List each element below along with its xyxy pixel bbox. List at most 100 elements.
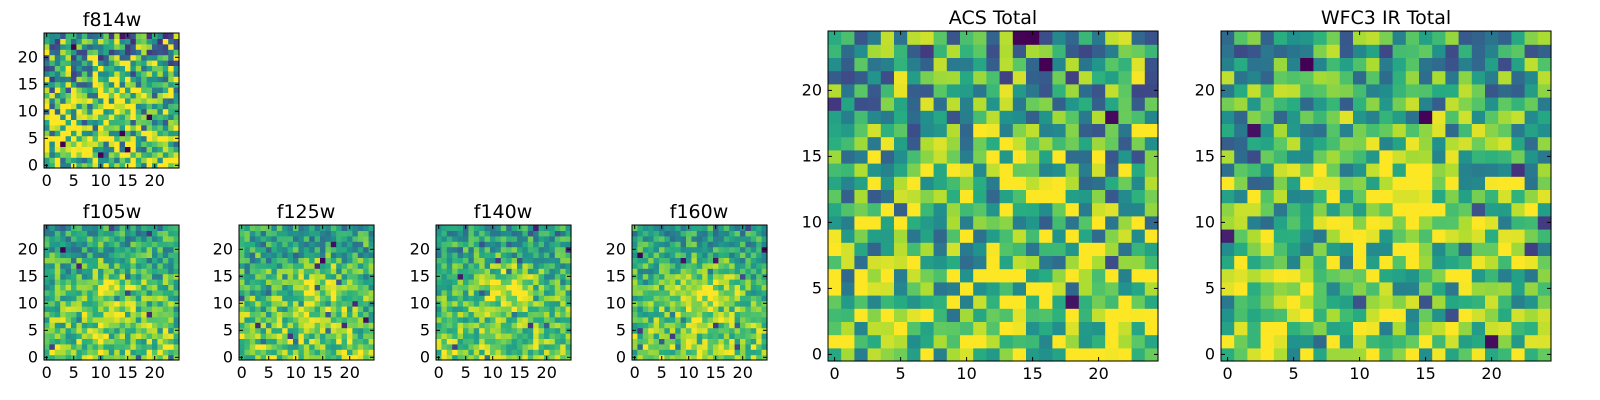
heatmap-cell — [1326, 215, 1341, 230]
heatmap-cell — [49, 246, 56, 253]
heatmap-cell — [854, 281, 869, 296]
heatmap-cell — [54, 338, 61, 345]
heatmap-cell — [320, 327, 326, 334]
heatmap-cell — [484, 279, 491, 285]
heatmap-cell — [1353, 97, 1367, 111]
heatmap-cell — [560, 241, 567, 248]
heatmap-cell — [98, 333, 104, 339]
heatmap-cell — [60, 70, 67, 77]
heatmap-cell — [707, 241, 714, 248]
heatmap-cell — [1118, 268, 1133, 283]
heatmap-cell — [152, 235, 158, 242]
heatmap-cell — [973, 334, 987, 349]
heatmap-cell — [173, 225, 180, 231]
heatmap-cell — [702, 300, 709, 307]
heatmap-cell — [729, 349, 736, 356]
heatmap-cell — [446, 246, 453, 253]
heatmap-cell — [446, 343, 453, 350]
heatmap-cell — [65, 87, 72, 93]
heatmap-cell — [1379, 229, 1394, 243]
heatmap-cell — [325, 354, 332, 361]
heatmap-cell — [920, 110, 935, 124]
heatmap-cell — [135, 108, 142, 115]
heatmap-cell — [54, 241, 61, 248]
heatmap-cell — [740, 235, 746, 242]
heatmap-cell — [1353, 308, 1367, 322]
heatmap-cell — [729, 338, 736, 345]
heatmap-cell — [880, 149, 895, 164]
heatmap-cell — [1026, 189, 1040, 204]
heatmap-cell — [506, 316, 513, 323]
heatmap-cell — [368, 252, 375, 258]
y-tick-label: 5 — [420, 320, 430, 339]
heatmap-cell — [1287, 242, 1301, 256]
heatmap-cell — [98, 300, 104, 307]
heatmap-cell — [54, 124, 61, 131]
heatmap-cell — [1366, 321, 1380, 336]
heatmap-cell — [173, 97, 180, 104]
heatmap-cell — [756, 279, 763, 285]
heatmap-cell — [960, 295, 974, 309]
heatmap-cell — [314, 268, 321, 275]
panel-title: f125w — [277, 201, 336, 223]
heatmap-cell — [146, 33, 153, 39]
heatmap-cell — [108, 295, 115, 302]
heatmap-cell — [98, 235, 104, 242]
heatmap-cell — [119, 54, 126, 61]
heatmap-cell — [761, 284, 768, 291]
heatmap-cell — [841, 31, 855, 45]
heatmap-cell — [1419, 281, 1433, 296]
heatmap-cell — [686, 343, 692, 350]
heatmap-cell — [1353, 215, 1367, 230]
heatmap-cell — [1458, 189, 1473, 204]
heatmap-cell — [162, 246, 169, 253]
heatmap-cell — [960, 44, 974, 58]
heatmap-cell — [446, 306, 453, 312]
heatmap-cell — [729, 225, 736, 231]
heatmap-cell — [168, 33, 175, 39]
heatmap-cell — [1287, 281, 1301, 296]
heatmap-cell — [1260, 136, 1275, 151]
heatmap-cell — [282, 327, 289, 334]
heatmap-cell — [761, 295, 768, 302]
heatmap-cell — [1131, 255, 1146, 270]
heatmap-cell — [1078, 110, 1093, 124]
heatmap-cell — [119, 81, 126, 88]
heatmap-cell — [44, 252, 50, 258]
heatmap-cell — [1339, 308, 1354, 322]
heatmap-cell — [309, 295, 316, 302]
heatmap-cell — [260, 338, 267, 345]
heatmap-cell — [266, 246, 272, 253]
heatmap-cell — [1366, 255, 1380, 270]
heatmap-cell — [130, 295, 137, 302]
heatmap-cell — [146, 38, 153, 45]
heatmap-cell — [141, 311, 148, 318]
heatmap-cell — [745, 311, 752, 318]
heatmap-cell — [894, 229, 908, 243]
heatmap-cell — [65, 92, 72, 99]
heatmap-cell — [168, 124, 175, 131]
heatmap-cell — [135, 295, 142, 302]
heatmap-cell — [103, 306, 110, 312]
heatmap-cell — [54, 225, 61, 231]
heatmap-cell — [756, 349, 763, 356]
heatmap-cell — [157, 295, 164, 302]
heatmap-cell — [125, 289, 131, 296]
heatmap-cell — [648, 241, 655, 248]
heatmap-cell — [642, 289, 649, 296]
heatmap-cell — [1118, 202, 1133, 217]
heatmap-cell — [659, 322, 665, 329]
heatmap-cell — [468, 343, 475, 350]
heatmap-cell — [1105, 83, 1119, 98]
heatmap-cell — [60, 235, 67, 242]
heatmap-cell — [1524, 83, 1539, 98]
heatmap-cell — [54, 354, 61, 361]
heatmap-cell — [828, 295, 842, 309]
heatmap-cell — [325, 343, 332, 350]
heatmap-cell — [108, 262, 115, 269]
heatmap-cell — [1105, 308, 1119, 322]
heatmap-cell — [152, 38, 158, 45]
heatmap-cell — [511, 257, 518, 264]
heatmap-cell — [363, 241, 370, 248]
heatmap-cell — [538, 333, 545, 339]
